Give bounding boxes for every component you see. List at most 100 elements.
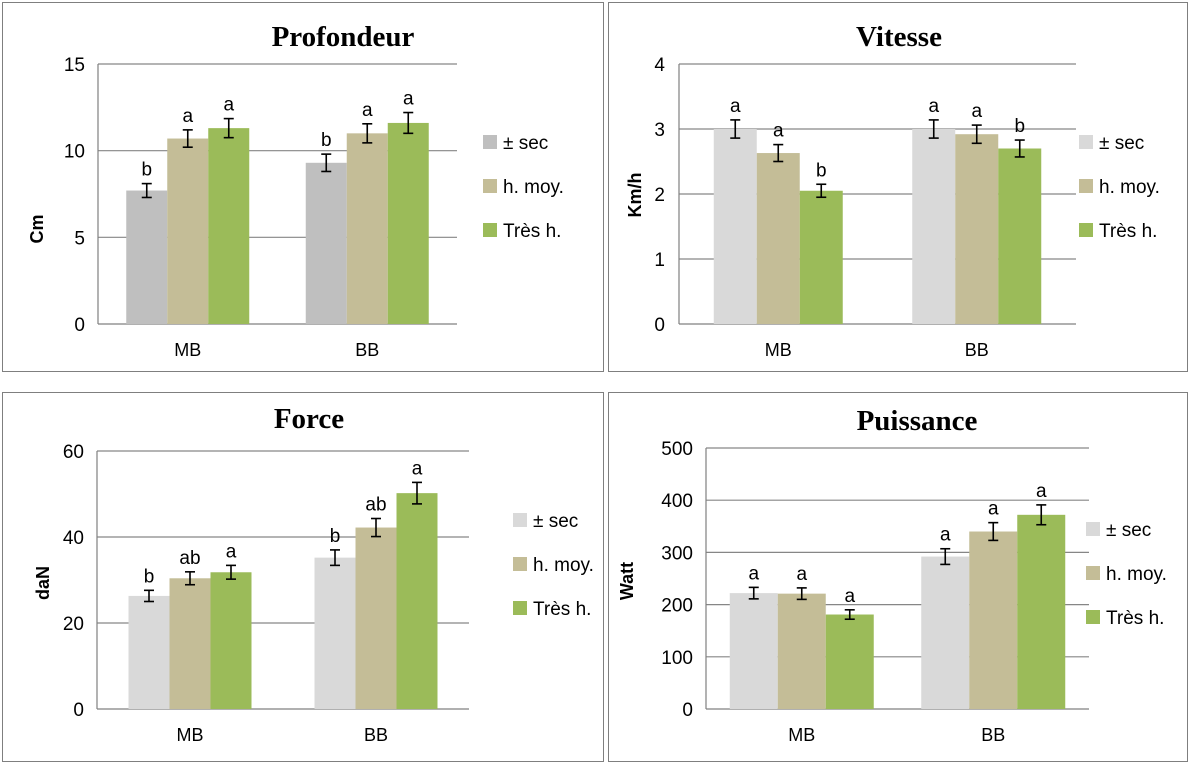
bar	[387, 122, 429, 324]
y-tick-label: 10	[64, 142, 85, 163]
y-tick-label: 2	[654, 185, 665, 206]
y-tick-label: 100	[661, 648, 693, 669]
chart-title: Puissance	[857, 405, 978, 437]
bar	[912, 129, 956, 324]
y-axis-label: Km/h	[625, 173, 645, 218]
legend-label: h. moy.	[1106, 564, 1167, 585]
bar	[998, 148, 1042, 324]
x-tick-label: BB	[965, 340, 989, 360]
chart-panel-puissance: 0 100 200 300 400 500 a a a MB a a a BB ± sec h. moy. Tr…	[608, 392, 1188, 762]
significance-label: a	[362, 100, 373, 121]
legend-label: ± sec	[1099, 133, 1144, 154]
significance-label: a	[928, 96, 939, 117]
legend-swatch	[1079, 135, 1093, 149]
y-axis-label: Cm	[27, 214, 47, 243]
x-tick-label: BB	[364, 725, 388, 745]
legend-swatch	[1079, 223, 1093, 237]
bar	[210, 572, 252, 709]
significance-label: b	[141, 160, 152, 181]
significance-label: a	[940, 525, 951, 546]
y-tick-label: 0	[73, 700, 84, 721]
legend-swatch	[1086, 522, 1100, 536]
chart-svg-force: 0 20 40 60 b ab a MB b ab a BB ± sec h. moy. Très h. F…	[33, 403, 594, 745]
bar	[713, 129, 757, 324]
y-tick-label: 0	[74, 315, 85, 336]
bar	[208, 128, 250, 324]
bar	[921, 556, 970, 709]
significance-label: a	[748, 563, 759, 584]
bar	[355, 527, 397, 709]
chart-panel-profondeur: 0 5 10 15 b a a MB b a a BB ± sec h. moy. Très h. Prof…	[2, 2, 604, 372]
bar	[128, 595, 170, 709]
chart-title: Profondeur	[272, 21, 415, 53]
x-tick-label: MB	[788, 725, 815, 745]
legend-swatch	[483, 179, 497, 193]
y-tick-label: 60	[63, 442, 84, 463]
legend-label: Très h.	[1099, 221, 1157, 242]
legend-label: h. moy.	[503, 177, 564, 198]
y-tick-label: 500	[661, 439, 693, 460]
significance-label: b	[330, 526, 341, 547]
bar	[346, 133, 388, 324]
legend-label: Très h.	[503, 221, 561, 242]
y-tick-label: 3	[654, 120, 665, 141]
legend-label: ± sec	[533, 511, 578, 532]
x-tick-label: BB	[355, 340, 379, 360]
significance-label: b	[1014, 116, 1025, 137]
y-axis-label: Watt	[617, 562, 637, 600]
chart-svg-puissance: 0 100 200 300 400 500 a a a MB a a a BB ± sec h. moy. Tr…	[617, 405, 1167, 745]
x-tick-label: BB	[981, 725, 1005, 745]
significance-label: a	[730, 96, 741, 117]
significance-label: a	[773, 121, 784, 142]
y-tick-label: 40	[63, 528, 84, 549]
y-tick-label: 0	[682, 700, 693, 721]
legend-label: ± sec	[1106, 520, 1151, 541]
significance-label: a	[844, 586, 855, 607]
bar	[396, 493, 438, 709]
legend-swatch	[513, 513, 527, 527]
chart-title: Force	[274, 403, 344, 435]
legend-swatch	[1086, 610, 1100, 624]
chart-panel-vitesse: 0 1 2 3 4 a a b MB a a b BB ± sec h. moy. Très h. Vites…	[608, 2, 1188, 372]
legend-label: Très h.	[1106, 608, 1164, 629]
chart-panel-force: 0 20 40 60 b ab a MB b ab a BB ± sec h. moy. Très h. F…	[2, 392, 604, 762]
y-tick-label: 5	[74, 228, 85, 249]
significance-label: a	[971, 101, 982, 122]
significance-label: a	[226, 541, 237, 562]
bar	[799, 190, 843, 324]
y-tick-label: 400	[661, 491, 693, 512]
y-tick-label: 200	[661, 596, 693, 617]
legend-swatch	[513, 601, 527, 615]
bar	[955, 134, 999, 324]
chart-svg-vitesse: 0 1 2 3 4 a a b MB a a b BB ± sec h. moy. Très h. Vites…	[625, 21, 1160, 360]
legend-swatch	[1086, 566, 1100, 580]
x-tick-label: MB	[765, 340, 792, 360]
legend-label: Très h.	[533, 599, 591, 620]
chart-svg-profondeur: 0 5 10 15 b a a MB b a a BB ± sec h. moy. Très h. Prof…	[27, 21, 564, 360]
significance-label: a	[412, 458, 423, 479]
legend-label: ± sec	[503, 133, 548, 154]
x-tick-label: MB	[177, 725, 204, 745]
significance-label: ab	[179, 548, 200, 569]
y-tick-label: 20	[63, 614, 84, 635]
bar	[777, 593, 826, 709]
bar	[167, 138, 209, 324]
legend-swatch	[1079, 179, 1093, 193]
y-tick-label: 15	[64, 55, 85, 76]
bar	[1017, 514, 1066, 709]
bar	[305, 162, 347, 324]
chart-title: Vitesse	[856, 21, 942, 53]
bar	[126, 190, 168, 324]
bar	[729, 593, 778, 709]
x-tick-label: MB	[174, 340, 201, 360]
bar	[169, 578, 211, 709]
legend-label: h. moy.	[533, 555, 594, 576]
y-tick-label: 300	[661, 543, 693, 564]
significance-label: a	[1036, 481, 1047, 502]
significance-label: ab	[365, 495, 386, 516]
bar	[314, 557, 356, 709]
significance-label: a	[403, 89, 414, 110]
legend-swatch	[483, 135, 497, 149]
legend-swatch	[513, 557, 527, 571]
bar	[756, 153, 800, 324]
